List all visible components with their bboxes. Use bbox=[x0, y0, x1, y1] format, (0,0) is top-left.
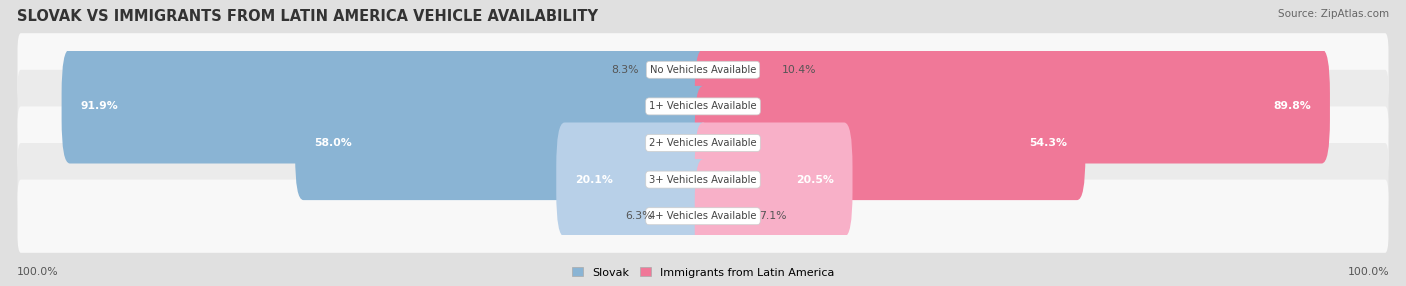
Text: 7.1%: 7.1% bbox=[759, 211, 786, 221]
FancyBboxPatch shape bbox=[17, 180, 1389, 253]
FancyBboxPatch shape bbox=[17, 70, 1389, 143]
FancyBboxPatch shape bbox=[62, 49, 711, 164]
FancyBboxPatch shape bbox=[695, 13, 783, 127]
Text: 54.3%: 54.3% bbox=[1029, 138, 1067, 148]
FancyBboxPatch shape bbox=[695, 86, 1085, 200]
Text: SLOVAK VS IMMIGRANTS FROM LATIN AMERICA VEHICLE AVAILABILITY: SLOVAK VS IMMIGRANTS FROM LATIN AMERICA … bbox=[17, 9, 598, 23]
Text: 91.9%: 91.9% bbox=[80, 102, 118, 111]
Text: 6.3%: 6.3% bbox=[626, 211, 652, 221]
Text: 58.0%: 58.0% bbox=[314, 138, 352, 148]
Text: 20.5%: 20.5% bbox=[796, 175, 834, 184]
FancyBboxPatch shape bbox=[695, 122, 852, 237]
Text: No Vehicles Available: No Vehicles Available bbox=[650, 65, 756, 75]
Text: 2+ Vehicles Available: 2+ Vehicles Available bbox=[650, 138, 756, 148]
FancyBboxPatch shape bbox=[17, 33, 1389, 106]
FancyBboxPatch shape bbox=[17, 106, 1389, 180]
FancyBboxPatch shape bbox=[695, 49, 1330, 164]
Text: 20.1%: 20.1% bbox=[575, 175, 613, 184]
Text: 10.4%: 10.4% bbox=[782, 65, 815, 75]
FancyBboxPatch shape bbox=[295, 86, 711, 200]
FancyBboxPatch shape bbox=[17, 143, 1389, 216]
FancyBboxPatch shape bbox=[651, 159, 711, 273]
FancyBboxPatch shape bbox=[695, 159, 761, 273]
FancyBboxPatch shape bbox=[557, 122, 711, 237]
Text: 4+ Vehicles Available: 4+ Vehicles Available bbox=[650, 211, 756, 221]
Legend: Slovak, Immigrants from Latin America: Slovak, Immigrants from Latin America bbox=[572, 267, 834, 278]
Text: Source: ZipAtlas.com: Source: ZipAtlas.com bbox=[1278, 9, 1389, 19]
Text: 100.0%: 100.0% bbox=[1347, 267, 1389, 277]
FancyBboxPatch shape bbox=[637, 13, 711, 127]
Text: 8.3%: 8.3% bbox=[612, 65, 638, 75]
Text: 89.8%: 89.8% bbox=[1274, 102, 1312, 111]
Text: 100.0%: 100.0% bbox=[17, 267, 59, 277]
Text: 1+ Vehicles Available: 1+ Vehicles Available bbox=[650, 102, 756, 111]
Text: 3+ Vehicles Available: 3+ Vehicles Available bbox=[650, 175, 756, 184]
